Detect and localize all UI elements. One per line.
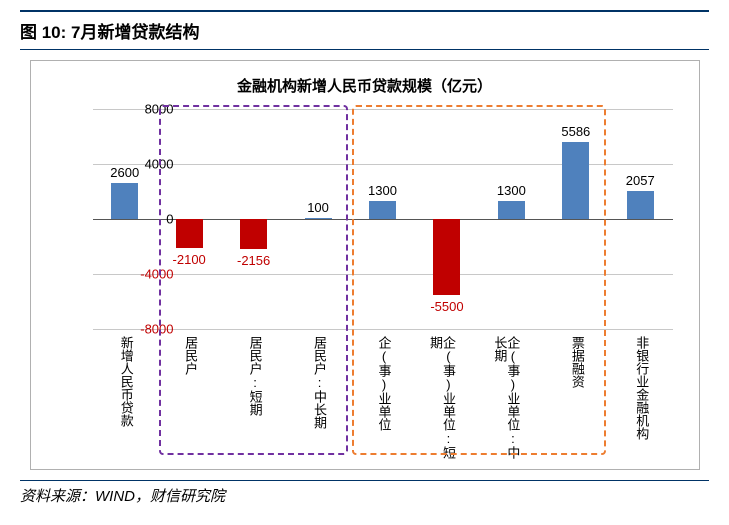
chart-title: 金融机构新增人民币贷款规模（亿元） bbox=[31, 75, 699, 96]
bar-value-label: 2057 bbox=[626, 173, 655, 188]
figure-label: 图 10: 7月新增贷款结构 bbox=[20, 18, 709, 43]
group-box bbox=[159, 105, 348, 455]
group-box bbox=[352, 105, 606, 455]
x-category-label: 非银行业金融机构 bbox=[632, 336, 648, 440]
chart-container: 金融机构新增人民币贷款规模（亿元） 2600-2100-21561001300-… bbox=[30, 60, 700, 470]
source-text: 资料来源：WIND，财信研究院 bbox=[20, 480, 709, 506]
figure-header: 图 10: 7月新增贷款结构 bbox=[20, 10, 709, 50]
bar bbox=[627, 191, 654, 219]
x-category-label: 新增人民币贷款 bbox=[117, 336, 133, 427]
